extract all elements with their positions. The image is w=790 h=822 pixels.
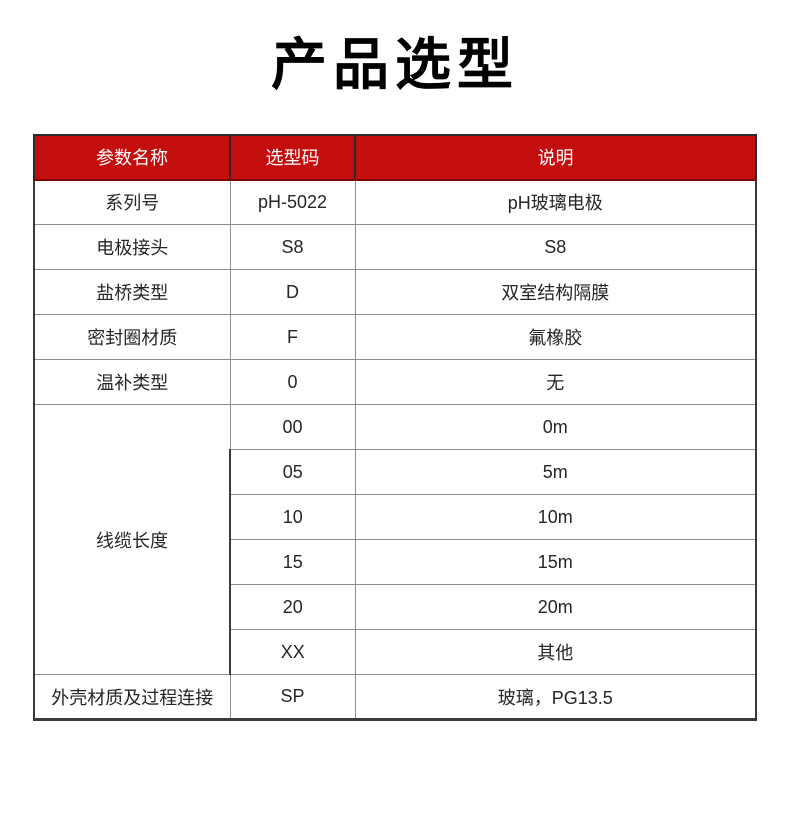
table-row-electrode-connector: 电极接头 S8 S8 [33,224,757,271]
table-row-cable-length: 15 15m [34,539,757,586]
param-name-cell: 系列号 [33,179,231,226]
code-cell: 20 [229,584,356,631]
desc-cell: 10m [354,494,757,541]
table-row-series: 系列号 pH-5022 pH玻璃电极 [33,179,757,226]
code-cell: pH-5022 [229,179,356,226]
code-cell: 0 [229,359,356,406]
desc-cell: 0m [354,404,757,451]
table-row-housing-process-connection: 外壳材质及过程连接 SP 玻璃，PG13.5 [33,674,757,722]
table-header-row: 参数名称 选型码 说明 [33,133,757,181]
desc-cell: 5m [354,449,757,496]
param-name-cell: 电极接头 [33,224,231,271]
table-row-cable-length: 20 20m [34,584,757,631]
desc-cell: 玻璃，PG13.5 [354,674,757,722]
table-row-temp-compensation: 温补类型 0 无 [33,359,757,406]
code-cell: F [229,314,356,361]
desc-cell: 双室结构隔膜 [354,269,757,316]
desc-cell: 氟橡胶 [354,314,757,361]
param-name-cell: 温补类型 [33,359,231,406]
code-cell: XX [229,629,356,676]
desc-cell: 其他 [354,629,757,676]
desc-cell: pH玻璃电极 [354,179,757,226]
column-header-description: 说明 [354,133,757,181]
table-row-cable-length: 线缆长度 00 0m [33,404,757,676]
code-cell: S8 [229,224,356,271]
table-row-salt-bridge-type: 盐桥类型 D 双室结构隔膜 [33,269,757,316]
table-row-cable-length: 05 5m [34,449,757,496]
table-row-cable-length: 10 10m [34,494,757,541]
code-cell: 15 [229,539,356,586]
param-name-cell: 盐桥类型 [33,269,231,316]
column-header-parameter-name: 参数名称 [33,133,231,181]
desc-cell: 15m [354,539,757,586]
desc-cell: 20m [354,584,757,631]
desc-cell: 无 [354,359,757,406]
table-row-seal-material: 密封圈材质 F 氟橡胶 [33,314,757,361]
param-name-cell: 密封圈材质 [33,314,231,361]
code-cell: SP [229,674,356,722]
product-selection-table: 参数名称 选型码 说明 系列号 pH-5022 pH玻璃电极 电极接头 S8 S… [33,133,757,722]
column-header-selection-code: 选型码 [229,133,356,181]
code-cell: 00 [229,404,356,451]
code-cell: D [229,269,356,316]
param-name-cell-cable-length: 线缆长度 [33,404,231,676]
code-cell: 10 [229,494,356,541]
param-name-cell: 外壳材质及过程连接 [33,674,231,722]
page-title: 产品选型 [271,33,519,96]
code-cell: 05 [229,449,356,496]
table-row-cable-length: XX 其他 [34,629,757,676]
desc-cell: S8 [354,224,757,271]
